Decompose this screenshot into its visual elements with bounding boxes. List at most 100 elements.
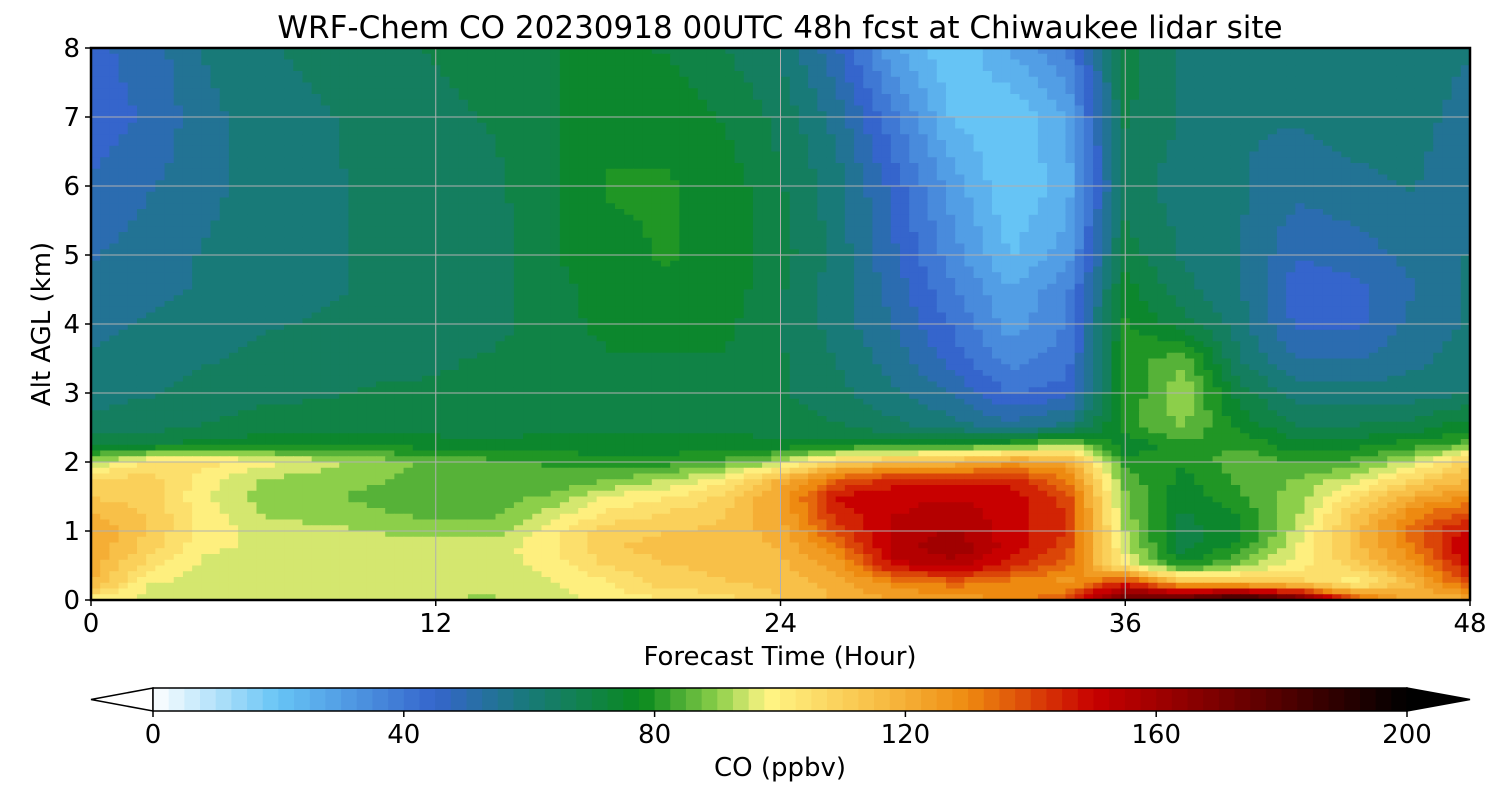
contour-cell (421, 48, 432, 55)
contour-cell (1047, 186, 1057, 193)
contour-cell (1322, 163, 1333, 170)
contour-cell (219, 186, 230, 193)
contour-cell (467, 65, 478, 72)
contour-cell (458, 232, 469, 239)
contour-cell (1258, 140, 1269, 147)
contour-cell (320, 88, 331, 95)
contour-cell (164, 48, 175, 55)
contour-cell (881, 180, 892, 187)
contour-cell (302, 105, 313, 112)
contour-cell (1460, 59, 1470, 66)
contour-cell (854, 151, 864, 158)
contour-cell (1074, 168, 1085, 176)
contour-cell (550, 105, 561, 112)
contour-cell (936, 134, 947, 141)
contour-cell (550, 71, 561, 78)
contour-cell (1276, 226, 1287, 233)
contour-cell (412, 191, 423, 199)
contour-cell (642, 220, 653, 227)
contour-cell (679, 197, 690, 204)
contour-cell (458, 220, 469, 227)
contour-cell (1350, 180, 1361, 187)
contour-cell (1286, 168, 1296, 176)
contour-cell (339, 180, 350, 187)
contour-cell (127, 226, 138, 233)
contour-cell (320, 180, 331, 187)
contour-cell (1028, 88, 1039, 95)
contour-cell (1157, 53, 1168, 61)
contour-cell (550, 180, 561, 187)
contour-cell (817, 117, 828, 124)
contour-cell (504, 180, 515, 187)
contour-cell (127, 191, 138, 199)
contour-cell (1230, 191, 1241, 199)
contour-cell (403, 59, 414, 66)
contour-cell (228, 134, 239, 141)
contour-cell (991, 163, 1002, 170)
contour-cell (716, 145, 726, 153)
contour-cell (1286, 140, 1296, 147)
contour-cell (1451, 88, 1462, 95)
contour-cell (844, 88, 855, 95)
contour-cell (955, 168, 965, 176)
contour-cell (1056, 209, 1067, 216)
contour-cell (670, 99, 680, 107)
contour-cell (1414, 94, 1425, 101)
contour-cell (385, 99, 395, 107)
contour-cell (826, 174, 837, 181)
contour-cell (1313, 71, 1324, 78)
contour-cell (615, 140, 625, 147)
contour-cell (1304, 71, 1315, 78)
contour-cell (109, 226, 120, 233)
contour-cell (918, 59, 929, 66)
contour-cell (1332, 203, 1342, 210)
contour-cell (734, 209, 745, 216)
contour-cell (228, 59, 239, 66)
contour-cell (1047, 209, 1057, 216)
contour-cell (238, 134, 248, 141)
contour-cell (366, 209, 377, 216)
contour-cell (513, 99, 524, 107)
contour-cell (513, 94, 524, 101)
contour-cell (421, 232, 432, 239)
contour-cell (201, 48, 212, 55)
contour-cell (1083, 48, 1094, 55)
contour-cell (936, 76, 947, 84)
contour-cell (964, 145, 975, 153)
contour-cell (1350, 128, 1361, 135)
contour-cell (284, 82, 294, 89)
contour-cell (146, 134, 156, 141)
contour-cell (1185, 186, 1195, 193)
contour-cell (734, 214, 745, 222)
contour-cell (173, 151, 184, 158)
contour-cell (1387, 191, 1398, 199)
contour-cell (1322, 48, 1333, 55)
contour-cell (1341, 203, 1352, 210)
contour-cell (164, 71, 175, 78)
contour-cell (1148, 186, 1159, 193)
contour-cell (1451, 140, 1462, 147)
contour-cell (1212, 163, 1223, 170)
contour-cell (973, 157, 984, 164)
contour-cell (1221, 145, 1232, 153)
contour-cell (1359, 134, 1370, 141)
contour-cell (1212, 214, 1223, 222)
contour-cell (688, 59, 699, 66)
contour-cell (1139, 82, 1149, 89)
contour-cell (146, 105, 156, 112)
contour-cell (835, 214, 846, 222)
contour-cell (1074, 82, 1085, 89)
contour-cell (697, 134, 708, 141)
contour-cell (1414, 145, 1425, 153)
contour-cell (467, 76, 478, 84)
contour-cell (1047, 88, 1057, 95)
contour-cell (752, 157, 763, 164)
contour-cell (1350, 209, 1361, 216)
contour-cell (651, 191, 662, 199)
contour-cell (679, 71, 690, 78)
contour-cell (504, 214, 515, 222)
contour-cell (1313, 209, 1324, 216)
contour-cell (1221, 111, 1232, 118)
contour-cell (743, 220, 754, 227)
contour-cell (155, 180, 166, 187)
